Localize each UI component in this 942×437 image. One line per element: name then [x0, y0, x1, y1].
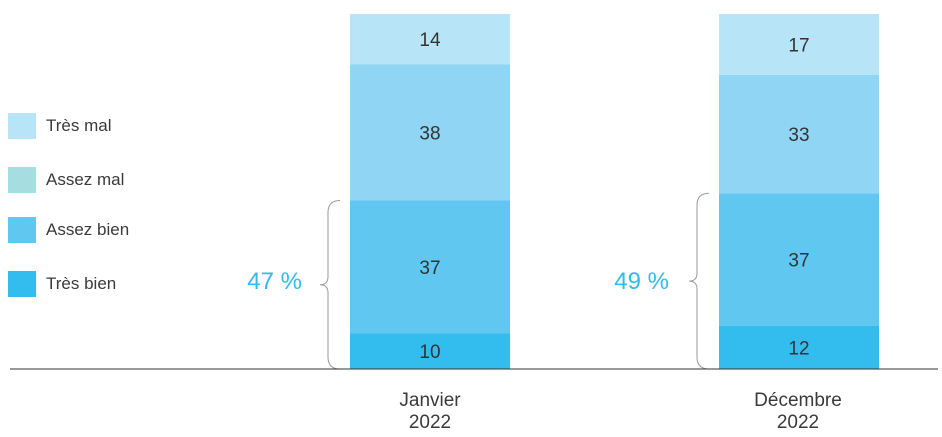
legend-label-tres-mal: Très mal: [46, 116, 112, 135]
legend-swatch-tres-bien: [8, 271, 36, 297]
legend-swatch-assez-bien: [8, 217, 36, 243]
chart-legend: Très mal Assez mal Assez bien Très bien: [8, 112, 208, 297]
legend-item-tres-bien: Très bien: [8, 270, 116, 298]
bar-value-label: 10: [419, 342, 440, 363]
bar-value-label: 33: [788, 125, 809, 146]
bar-segment: [350, 200, 510, 334]
bar-segment: [719, 325, 879, 369]
bar-value-label: 38: [419, 123, 440, 144]
bar-value-label: 14: [419, 30, 441, 51]
bar-segment: [719, 74, 879, 194]
legend-label-tres-bien: Très bien: [46, 274, 117, 293]
legend-swatch-tres-mal: [8, 113, 36, 139]
bar-value-label: 17: [788, 35, 809, 56]
annotation-label-decembre: 49 %: [614, 268, 669, 295]
bar-segment: [719, 193, 879, 326]
legend-item-assez-mal: Assez mal: [8, 166, 124, 194]
bar-segment: [350, 64, 510, 201]
legend-label-assez-mal: Assez mal: [46, 170, 125, 189]
bar-value-label: 12: [788, 338, 809, 359]
annotation-bracket: [319, 199, 341, 370]
legend-item-tres-mal: Très mal: [8, 112, 112, 140]
bar-segment: [350, 14, 510, 65]
annotation-bracket: [688, 192, 710, 370]
legend-label-assez-bien: Assez bien: [46, 220, 130, 239]
annotation-label-janvier: 47 %: [247, 268, 302, 295]
x-tick-label-janvier-2022: Janvier 2022: [399, 390, 461, 433]
bar-segment: [350, 333, 510, 369]
legend-item-assez-bien: Assez bien: [8, 216, 129, 244]
bar-value-label: 37: [788, 251, 809, 272]
legend-swatch-assez-mal: [8, 167, 36, 193]
bar-segment: [719, 14, 879, 75]
bar-value-label: 37: [419, 258, 440, 279]
x-tick-label-decembre-2022: Décembre 2022: [754, 390, 842, 433]
